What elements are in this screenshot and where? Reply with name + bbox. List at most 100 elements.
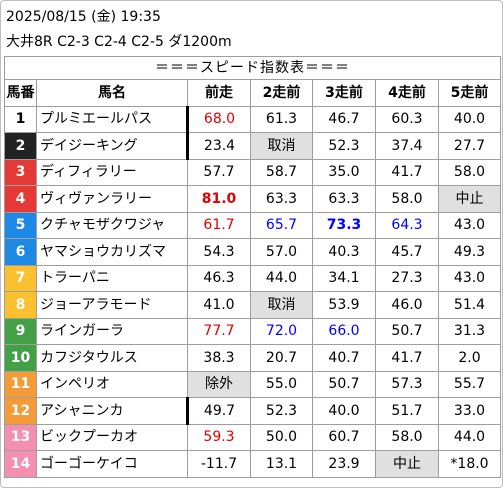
table-row: 1 プルミエールパス 68.0 61.3 46.7 60.3 40.0 [4, 105, 501, 133]
speed-index-cell: 40.0 [438, 105, 501, 133]
horse-number: 6 [4, 238, 37, 266]
speed-index-cell: 44.0 [250, 264, 313, 292]
speed-index-cell: 46.7 [312, 105, 376, 133]
speed-index-cell: 51.4 [438, 291, 501, 319]
horse-name: クチャモザクワジャ [36, 211, 188, 239]
speed-index-cell: 20.7 [250, 344, 313, 372]
speed-index-cell: 60.3 [375, 105, 439, 133]
horse-name: ゴーゴーケイコ [36, 450, 188, 478]
horse-name: ビックプーカオ [36, 423, 188, 451]
speed-index-cell: 35.0 [312, 158, 376, 186]
speed-index-cell: 41.7 [375, 158, 439, 186]
speed-index-cell: 57.7 [187, 158, 251, 186]
speed-index-cell: 64.3 [375, 211, 439, 239]
table-row: 14 ゴーゴーケイコ -11.7 13.1 23.9 中止 *18.0 [4, 450, 501, 478]
horse-name: デイジーキング [36, 132, 189, 160]
table-title: ＝＝＝スピード指数表＝＝＝ [4, 56, 501, 80]
speed-index-cell: 52.3 [312, 132, 376, 160]
speed-index-cell: 65.7 [250, 211, 313, 239]
speed-index-cell: 50.0 [250, 423, 313, 451]
speed-index-cell: 81.0 [187, 185, 251, 213]
speed-index-cell: *18.0 [438, 450, 501, 478]
table-row: 7 トラーパニ 46.3 44.0 34.1 27.3 43.0 [4, 264, 501, 292]
horse-number: 3 [4, 158, 37, 186]
speed-index-cell: 41.0 [187, 291, 251, 319]
horse-number: 7 [4, 264, 37, 292]
speed-index-cell: 中止 [375, 450, 439, 478]
speed-index-cell: 37.4 [375, 132, 439, 160]
speed-index-cell: 61.3 [250, 105, 313, 133]
horse-name: ヴィヴァンラリー [36, 185, 188, 213]
speed-index-cell: 57.0 [250, 238, 313, 266]
speed-index-cell: 27.7 [438, 132, 501, 160]
speed-index-cell: 60.7 [312, 423, 376, 451]
speed-index-cell: 23.4 [187, 132, 251, 160]
horse-number: 13 [4, 423, 37, 451]
speed-index-cell: 68.0 [187, 105, 251, 133]
speed-index-cell: 72.0 [250, 317, 313, 345]
table-row: 13 ビックプーカオ 59.3 50.0 60.7 58.0 44.0 [4, 423, 501, 451]
speed-index-cell: 61.7 [187, 211, 251, 239]
speed-index-cell: 73.3 [312, 211, 376, 239]
table-row: 12 アシャニンカ 49.7 52.3 40.0 51.7 33.0 [4, 397, 501, 425]
horse-name: インペリオ [36, 370, 188, 398]
table-title-row: ＝＝＝スピード指数表＝＝＝ [4, 56, 501, 80]
speed-index-cell: 63.3 [250, 185, 313, 213]
speed-index-cell: 59.3 [187, 423, 251, 451]
col-header-3-races-ago: 3走前 [312, 79, 376, 107]
speed-index-cell: 51.7 [375, 397, 439, 425]
speed-index-cell: 49.7 [187, 397, 251, 425]
speed-index-cell: 53.9 [312, 291, 376, 319]
speed-index-cell: 44.0 [438, 423, 501, 451]
table-row: 2 デイジーキング 23.4 取消 52.3 37.4 27.7 [4, 132, 501, 160]
horse-name: ディフィラリー [36, 158, 188, 186]
speed-index-cell: 45.7 [375, 238, 439, 266]
horse-name: アシャニンカ [36, 397, 189, 425]
col-header-2-races-ago: 2走前 [250, 79, 313, 107]
race-info: 大井8R C2-3 C2-4 C2-5 ダ1200m [6, 34, 232, 50]
speed-index-cell: 2.0 [438, 344, 501, 372]
speed-index-cell: 27.3 [375, 264, 439, 292]
speed-index-cell: 46.3 [187, 264, 251, 292]
speed-index-cell: 77.7 [187, 317, 251, 345]
table-header-row: 馬番 馬名 前走 2走前 3走前 4走前 5走前 [4, 79, 501, 107]
speed-index-cell: 50.7 [375, 317, 439, 345]
race-datetime: 2025/08/15 (金) 19:35 [6, 9, 161, 25]
horse-name: プルミエールパス [36, 105, 189, 133]
speed-index-cell: 43.0 [438, 264, 501, 292]
horse-number: 8 [4, 291, 37, 319]
speed-index-cell: 58.0 [375, 423, 439, 451]
speed-index-cell: 除外 [187, 370, 251, 398]
col-header-number: 馬番 [4, 79, 37, 107]
table-row: 4 ヴィヴァンラリー 81.0 63.3 63.3 58.0 中止 [4, 185, 501, 213]
col-header-last-race: 前走 [187, 79, 251, 107]
table-row: 10 カフジタウルス 38.3 20.7 40.7 41.7 2.0 [4, 344, 501, 372]
horse-number: 1 [4, 105, 37, 133]
table-row: 8 ジョーアラモード 41.0 取消 53.9 46.0 51.4 [4, 291, 501, 319]
speed-index-cell: 54.3 [187, 238, 251, 266]
speed-index-cell: 40.7 [312, 344, 376, 372]
speed-index-cell: 31.3 [438, 317, 501, 345]
speed-index-cell: 40.3 [312, 238, 376, 266]
speed-index-cell: 33.0 [438, 397, 501, 425]
col-header-4-races-ago: 4走前 [375, 79, 439, 107]
horse-number: 2 [4, 132, 37, 160]
speed-index-cell: 58.0 [438, 158, 501, 186]
horse-name: トラーパニ [36, 264, 188, 292]
horse-name: ジョーアラモード [36, 291, 188, 319]
speed-index-cell: 取消 [250, 291, 313, 319]
speed-index-cell: 66.0 [312, 317, 376, 345]
speed-index-table: ＝＝＝スピード指数表＝＝＝ 馬番 馬名 前走 2走前 3走前 4走前 5走前 1… [4, 56, 501, 478]
speed-index-cell: 取消 [250, 132, 313, 160]
table-row: 9 ラインガーラ 77.7 72.0 66.0 50.7 31.3 [4, 317, 501, 345]
table-row: 11 インペリオ 除外 55.0 50.7 57.3 55.7 [4, 370, 501, 398]
speed-index-cell: 13.1 [250, 450, 313, 478]
horse-number: 9 [4, 317, 37, 345]
horse-name: ラインガーラ [36, 317, 188, 345]
speed-index-cell: 55.7 [438, 370, 501, 398]
horse-number: 5 [4, 211, 37, 239]
speed-index-cell: 58.0 [375, 185, 439, 213]
speed-index-cell: 23.9 [312, 450, 376, 478]
horse-name: ヤマショウカリズマ [36, 238, 188, 266]
col-header-5-races-ago: 5走前 [438, 79, 501, 107]
